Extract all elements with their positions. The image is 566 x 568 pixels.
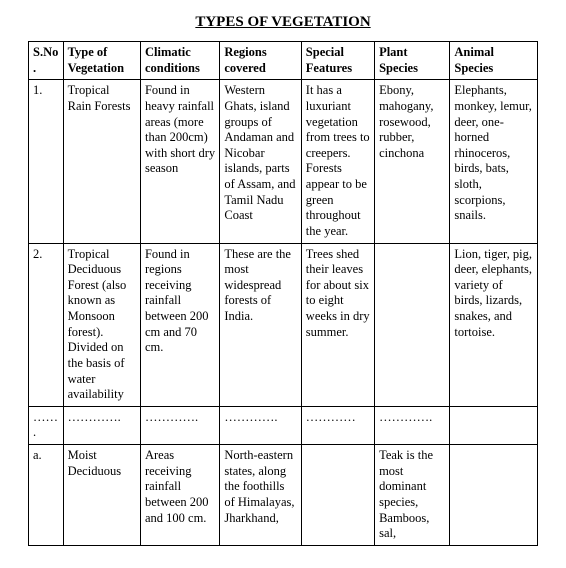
cell-plant — [375, 243, 450, 406]
col-header-reg: Regions covered — [220, 42, 301, 80]
cell-clim: Found in heavy rainfall areas (more than… — [140, 80, 219, 243]
cell-plant: Teak is the most dominant species, Bambo… — [375, 445, 450, 546]
cell-reg: Western Ghats, island groups of Andaman … — [220, 80, 301, 243]
cell-clim: …………. — [140, 406, 219, 444]
cell-type: Tropical Rain Forests — [63, 80, 140, 243]
table-header-row: S.No. Type of Vegetation Climatic condit… — [29, 42, 538, 80]
cell-feat: It has a luxuriant vegetation from trees… — [301, 80, 374, 243]
cell-reg: North-eastern states, along the foothill… — [220, 445, 301, 546]
cell-sno: ……. — [29, 406, 64, 444]
table-row: a. Moist Deciduous Areas receiving rainf… — [29, 445, 538, 546]
cell-reg: These are the most widespread forests of… — [220, 243, 301, 406]
cell-feat: ………… — [301, 406, 374, 444]
col-header-anim: Animal Species — [450, 42, 538, 80]
cell-type: Moist Deciduous — [63, 445, 140, 546]
cell-feat: Trees shed their leaves for about six to… — [301, 243, 374, 406]
cell-type: Tropical Deciduous Forest (also known as… — [63, 243, 140, 406]
cell-plant: Ebony, mahogany, rosewood, rubber, cinch… — [375, 80, 450, 243]
page-container: TYPES OF VEGETATION S.No. Type of Vegeta… — [0, 0, 566, 546]
cell-anim: Lion, tiger, pig, deer, elephants, varie… — [450, 243, 538, 406]
cell-plant: …………. — [375, 406, 450, 444]
vegetation-table: S.No. Type of Vegetation Climatic condit… — [28, 41, 538, 546]
table-row-divider: ……. …………. …………. …………. ………… …………. — [29, 406, 538, 444]
page-title: TYPES OF VEGETATION — [28, 14, 538, 31]
cell-sno: a. — [29, 445, 64, 546]
col-header-sno: S.No. — [29, 42, 64, 80]
cell-sno: 2. — [29, 243, 64, 406]
cell-feat — [301, 445, 374, 546]
col-header-clim: Climatic conditions — [140, 42, 219, 80]
cell-anim — [450, 406, 538, 444]
table-row: 2. Tropical Deciduous Forest (also known… — [29, 243, 538, 406]
cell-sno: 1. — [29, 80, 64, 243]
col-header-type: Type of Vegetation — [63, 42, 140, 80]
cell-anim — [450, 445, 538, 546]
cell-reg: …………. — [220, 406, 301, 444]
cell-clim: Found in regions receiving rainfall betw… — [140, 243, 219, 406]
col-header-feat: Special Features — [301, 42, 374, 80]
table-row: 1. Tropical Rain Forests Found in heavy … — [29, 80, 538, 243]
cell-type: …………. — [63, 406, 140, 444]
cell-clim: Areas receiving rainfall between 200 and… — [140, 445, 219, 546]
cell-anim: Elephants, monkey, lemur, deer, one-horn… — [450, 80, 538, 243]
col-header-plant: Plant Species — [375, 42, 450, 80]
